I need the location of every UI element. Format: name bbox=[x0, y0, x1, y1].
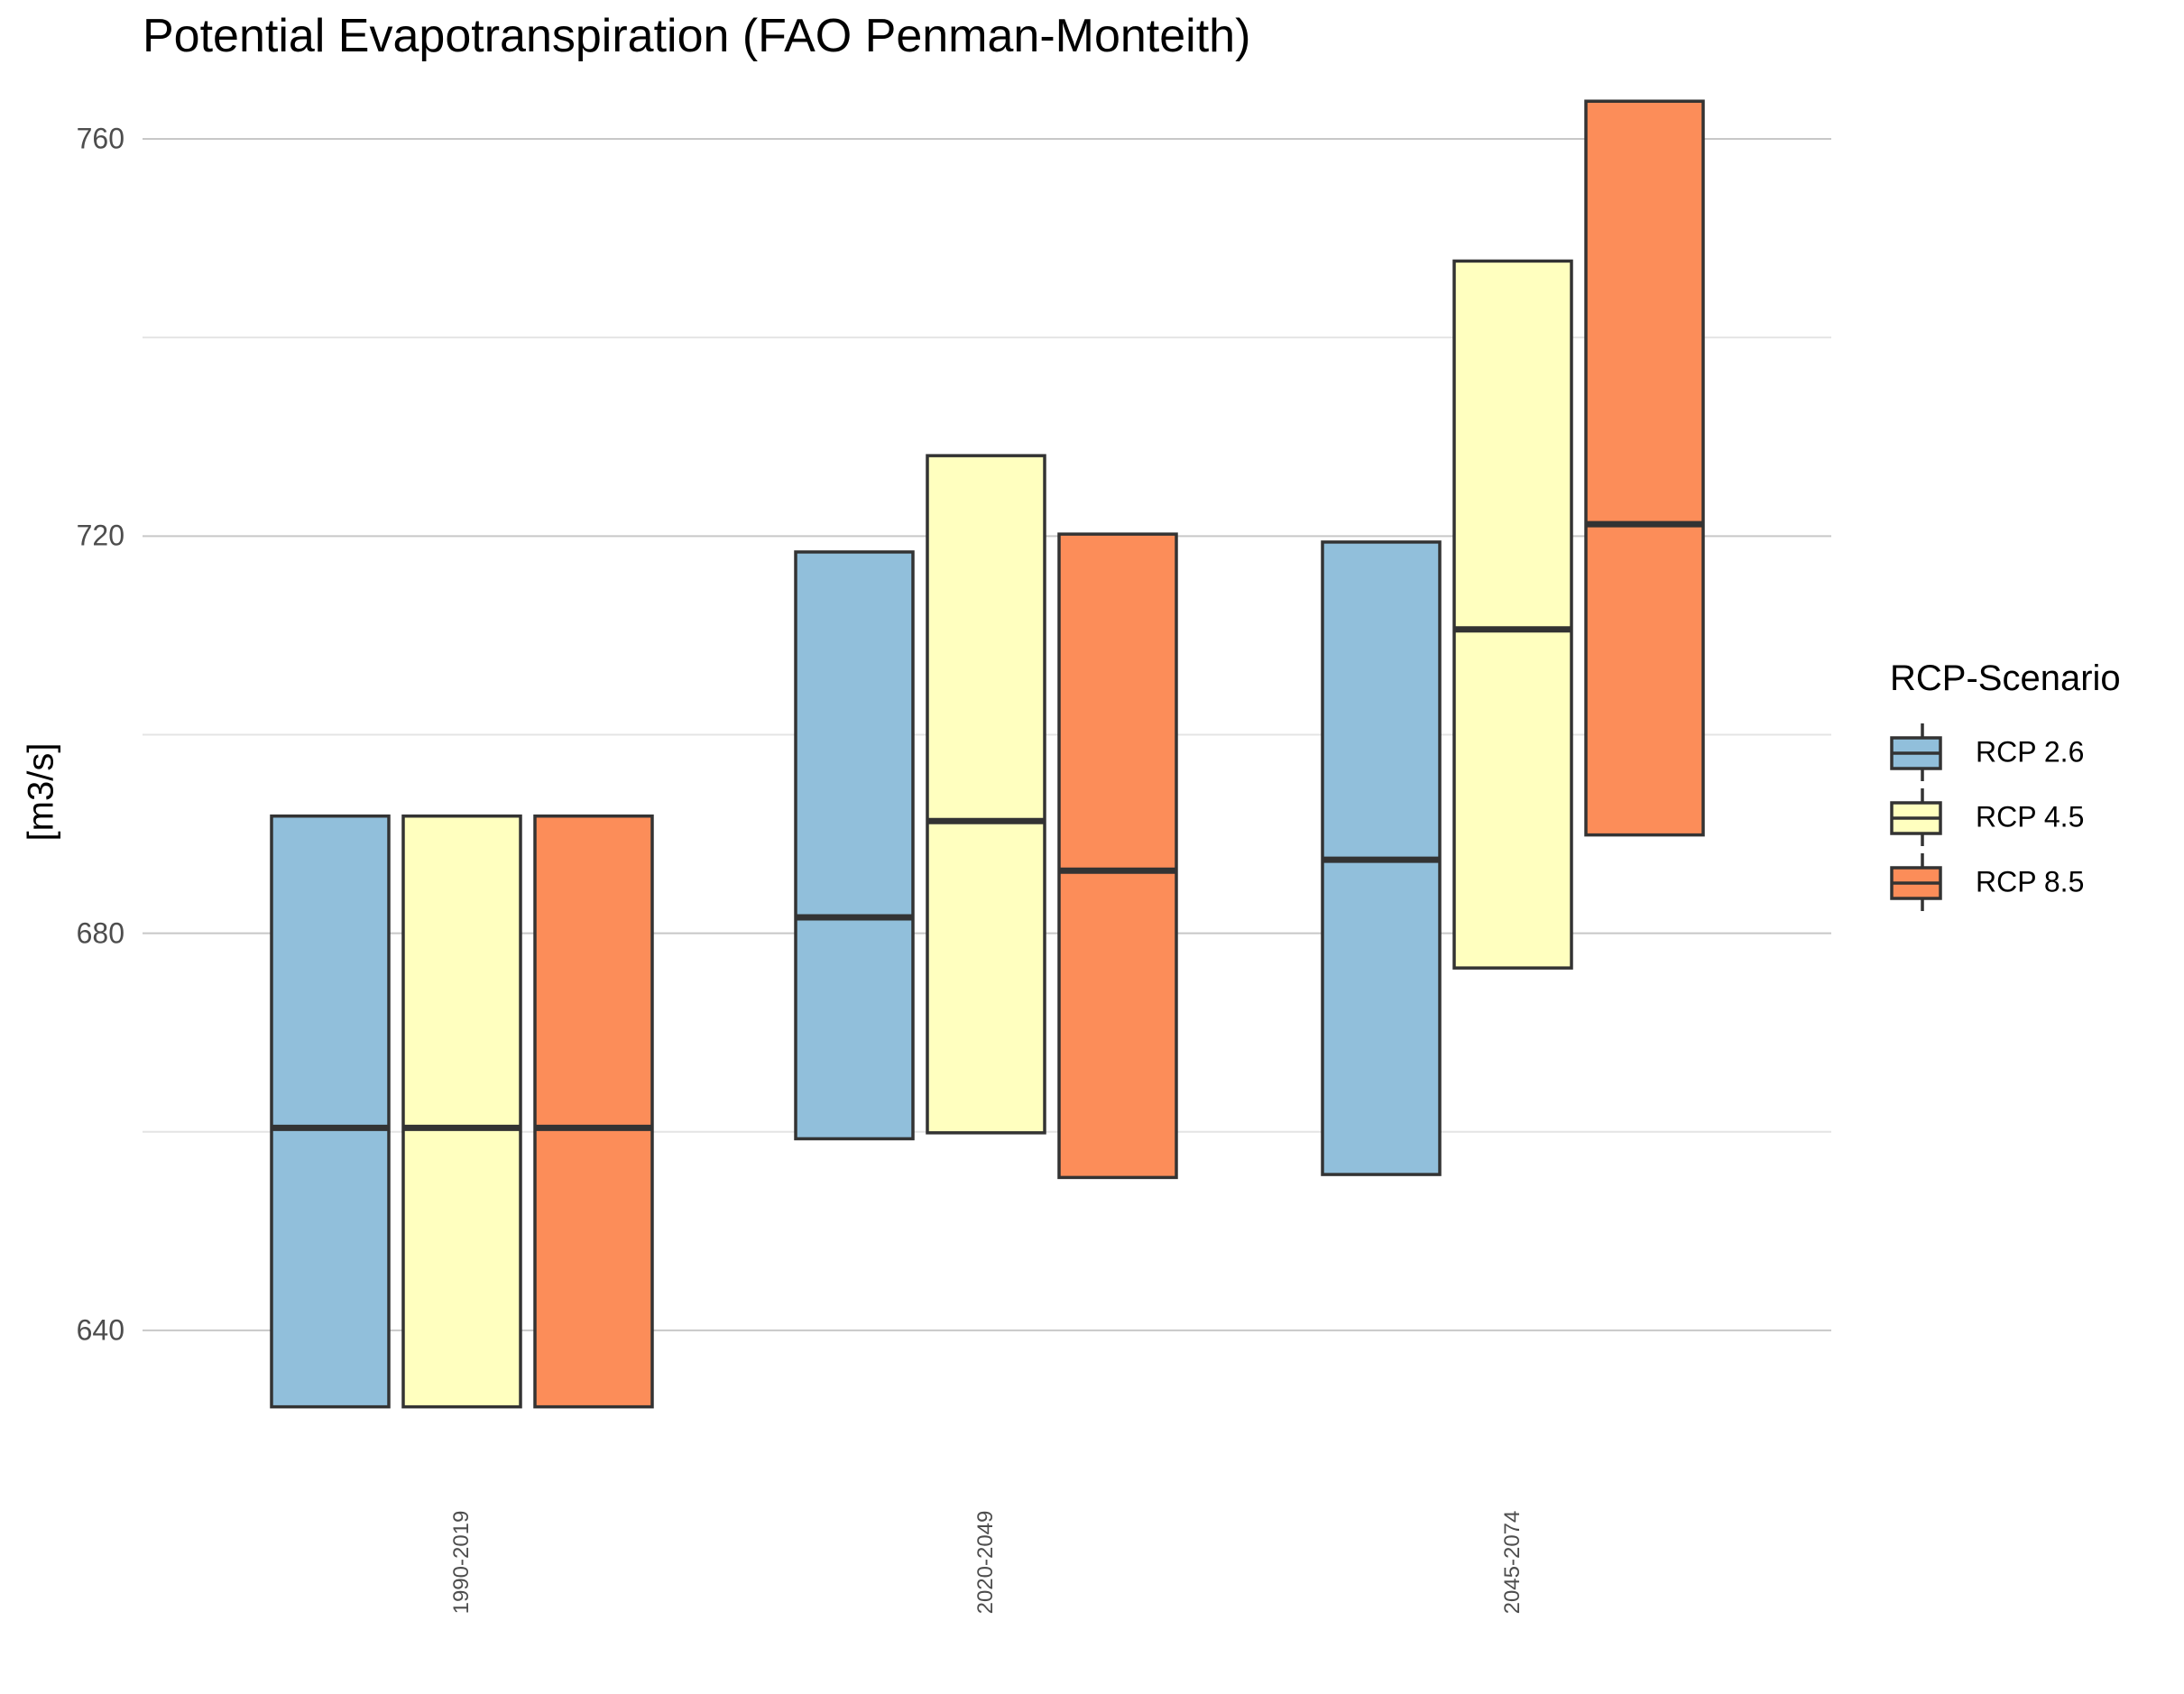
legend-label: RCP 8.5 bbox=[1976, 865, 2085, 898]
chart-title: Potential Evapotranspiration (FAO Penman… bbox=[143, 10, 1251, 62]
x-tick-label: 2045-2074 bbox=[1500, 1510, 1525, 1615]
y-tick-label: 680 bbox=[76, 916, 124, 950]
bar-rcp-4-5-1990-2019 bbox=[401, 814, 522, 1409]
legend-item: RCP 2.6 bbox=[1890, 720, 2161, 785]
y-tick-label: 640 bbox=[76, 1313, 124, 1347]
bars bbox=[270, 99, 1705, 1409]
bar-rcp-2-6-1990-2019 bbox=[270, 814, 391, 1409]
bar-rcp-4-5-2020-2049 bbox=[926, 454, 1046, 1135]
legend-item: RCP 8.5 bbox=[1890, 850, 2161, 915]
bar-rcp-8-5-2020-2049 bbox=[1057, 532, 1178, 1180]
legend-label: RCP 4.5 bbox=[1976, 800, 2085, 833]
y-tick-label: 720 bbox=[76, 519, 124, 552]
legend-title: RCP-Scenario bbox=[1890, 658, 2121, 698]
legend-item: RCP 4.5 bbox=[1890, 785, 2161, 850]
legend-key bbox=[1890, 788, 1942, 846]
y-tick-label: 760 bbox=[76, 122, 124, 155]
bar-rcp-8-5-2045-2074 bbox=[1584, 99, 1705, 837]
x-tick-label: 1990-2019 bbox=[449, 1510, 474, 1615]
bar-rcp-2-6-2020-2049 bbox=[794, 550, 915, 1141]
legend-label: RCP 2.6 bbox=[1976, 735, 2085, 769]
bar-rcp-4-5-2045-2074 bbox=[1452, 259, 1573, 970]
x-tick-label: 2020-2049 bbox=[973, 1510, 998, 1615]
legend-key bbox=[1890, 723, 1942, 781]
bar-rcp-8-5-1990-2019 bbox=[533, 814, 654, 1409]
legend-key bbox=[1890, 853, 1942, 911]
